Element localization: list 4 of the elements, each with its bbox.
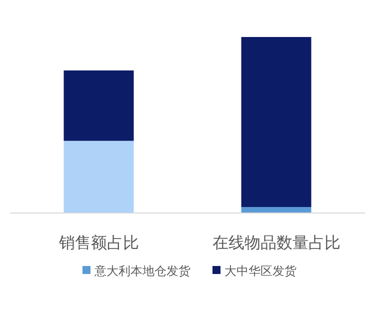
- legend-label: 大中华区发货: [224, 264, 296, 278]
- legend-label: 意大利本地仓发货: [94, 264, 190, 278]
- x-tick-label: 在线物品数量占比: [212, 233, 340, 252]
- x-tick-label: 销售额占比: [58, 233, 139, 252]
